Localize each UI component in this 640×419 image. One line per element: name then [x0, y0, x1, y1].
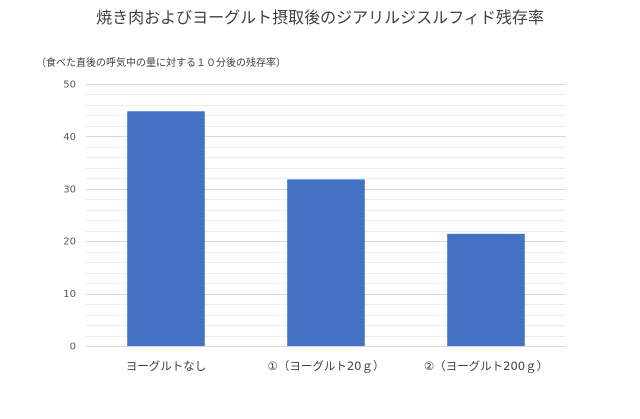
bar: [127, 111, 205, 346]
y-tick-label: 0: [70, 342, 76, 353]
bar: [447, 233, 525, 346]
y-tick-label: 50: [63, 80, 76, 91]
bars: [127, 111, 525, 346]
y-tick-label: 10: [63, 289, 76, 300]
x-category-label: ②（ヨーグルト200ｇ）: [424, 359, 548, 373]
x-category-label: ①（ヨーグルト20ｇ）: [268, 359, 385, 373]
x-axis-categories: ヨーグルトなし ①（ヨーグルト20ｇ） ②（ヨーグルト200ｇ）: [126, 359, 548, 373]
y-axis-ticks: 0 10 20 30 40 50: [63, 80, 76, 353]
chart-title: 焼き肉およびヨーグルト摂取後のジアリルジスルフィド残存率: [96, 8, 544, 27]
y-tick-label: 30: [63, 184, 76, 195]
y-tick-label: 40: [63, 132, 76, 143]
y-axis-label: （食べた直後の呼気中の量に対する１０分後の残存率）: [36, 56, 286, 69]
bar: [287, 179, 365, 346]
x-category-label: ヨーグルトなし: [126, 359, 207, 373]
y-tick-label: 20: [63, 237, 76, 248]
